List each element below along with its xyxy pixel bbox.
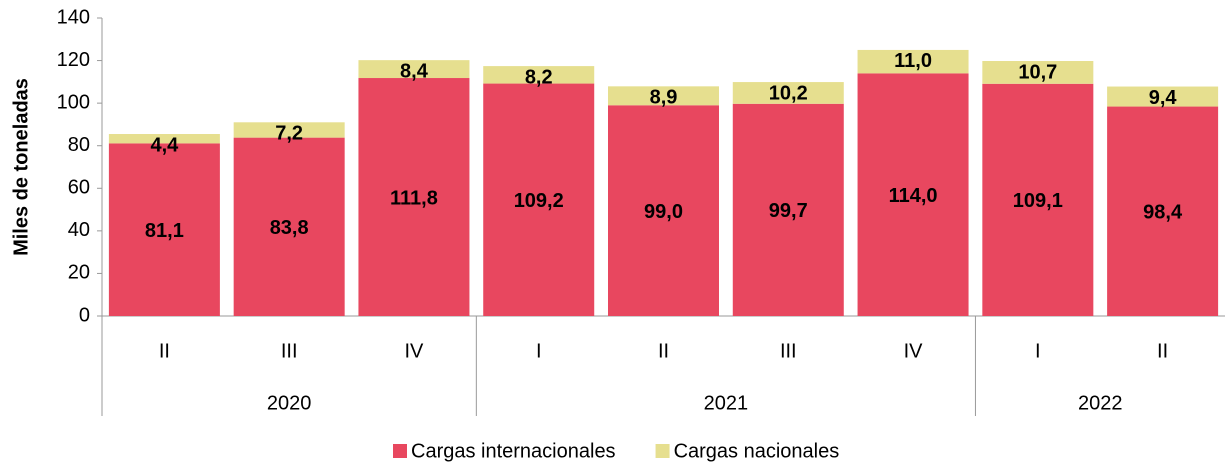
y-tick-label: 140 [57, 6, 90, 28]
bar-segment [732, 82, 844, 104]
group-label: 2022 [1078, 392, 1123, 414]
bar-segment [608, 86, 719, 106]
group-label: 2020 [267, 392, 312, 414]
legend-label: Cargas internacionales [411, 440, 616, 462]
bar-segment [233, 137, 345, 316]
y-tick-label: 80 [68, 134, 90, 156]
data-label: 81,1 [145, 220, 184, 242]
data-label: 10,2 [769, 82, 808, 104]
bar-segment [483, 66, 595, 84]
data-label: 99,0 [644, 201, 683, 223]
y-tick-label: 100 [57, 91, 90, 113]
y-tick-label: 60 [68, 177, 90, 199]
y-tick-label: 40 [68, 219, 90, 241]
x-tick-label: III [780, 340, 797, 362]
data-label: 11,0 [894, 50, 932, 72]
x-tick-label: II [159, 340, 170, 362]
x-tick-label: III [281, 340, 298, 362]
data-label: 99,7 [769, 200, 808, 222]
data-label: 111,8 [390, 187, 438, 209]
x-tick-label: IV [904, 340, 924, 362]
data-label: 10,7 [1018, 61, 1057, 83]
data-label: 109,1 [1013, 190, 1063, 212]
legend-swatch [393, 444, 407, 458]
y-tick-label: 0 [79, 304, 90, 326]
bar-segment [483, 83, 595, 316]
x-tick-label: II [1157, 340, 1168, 362]
bar-segment [857, 49, 969, 74]
bar-segment [608, 105, 719, 317]
data-label: 83,8 [270, 217, 309, 239]
bar-segment [233, 122, 345, 138]
bar-segment [108, 143, 220, 316]
x-tick-label: I [1035, 340, 1041, 362]
x-tick-label: II [658, 340, 669, 362]
legend-label: Cargas nacionales [674, 440, 840, 462]
y-tick-label: 120 [57, 49, 90, 71]
bar-segment [358, 60, 470, 79]
bar-segment [358, 78, 470, 316]
bar-segment [982, 83, 1094, 316]
bar-segment [982, 60, 1094, 84]
data-label: 8,9 [650, 87, 678, 109]
data-label: 7,2 [275, 123, 303, 145]
y-axis-label: Miles de toneladas [10, 78, 32, 256]
y-tick-label: 20 [68, 262, 90, 284]
data-label: 8,4 [400, 60, 429, 82]
bar-segment [1107, 106, 1219, 316]
bar-segment [108, 134, 220, 144]
bar-segment [857, 73, 969, 316]
data-label: 8,2 [525, 66, 553, 88]
group-label: 2021 [704, 392, 749, 414]
legend-swatch [655, 444, 670, 458]
data-label: 98,4 [1143, 202, 1183, 224]
bar-segment [732, 103, 844, 316]
bar-segment [1107, 86, 1219, 107]
x-tick-label: I [536, 340, 542, 362]
data-label: 114,0 [889, 185, 938, 207]
x-tick-label: IV [404, 340, 424, 362]
data-label: 4,4 [150, 134, 179, 156]
data-label: 9,4 [1149, 87, 1178, 109]
data-label: 109,2 [514, 190, 564, 212]
